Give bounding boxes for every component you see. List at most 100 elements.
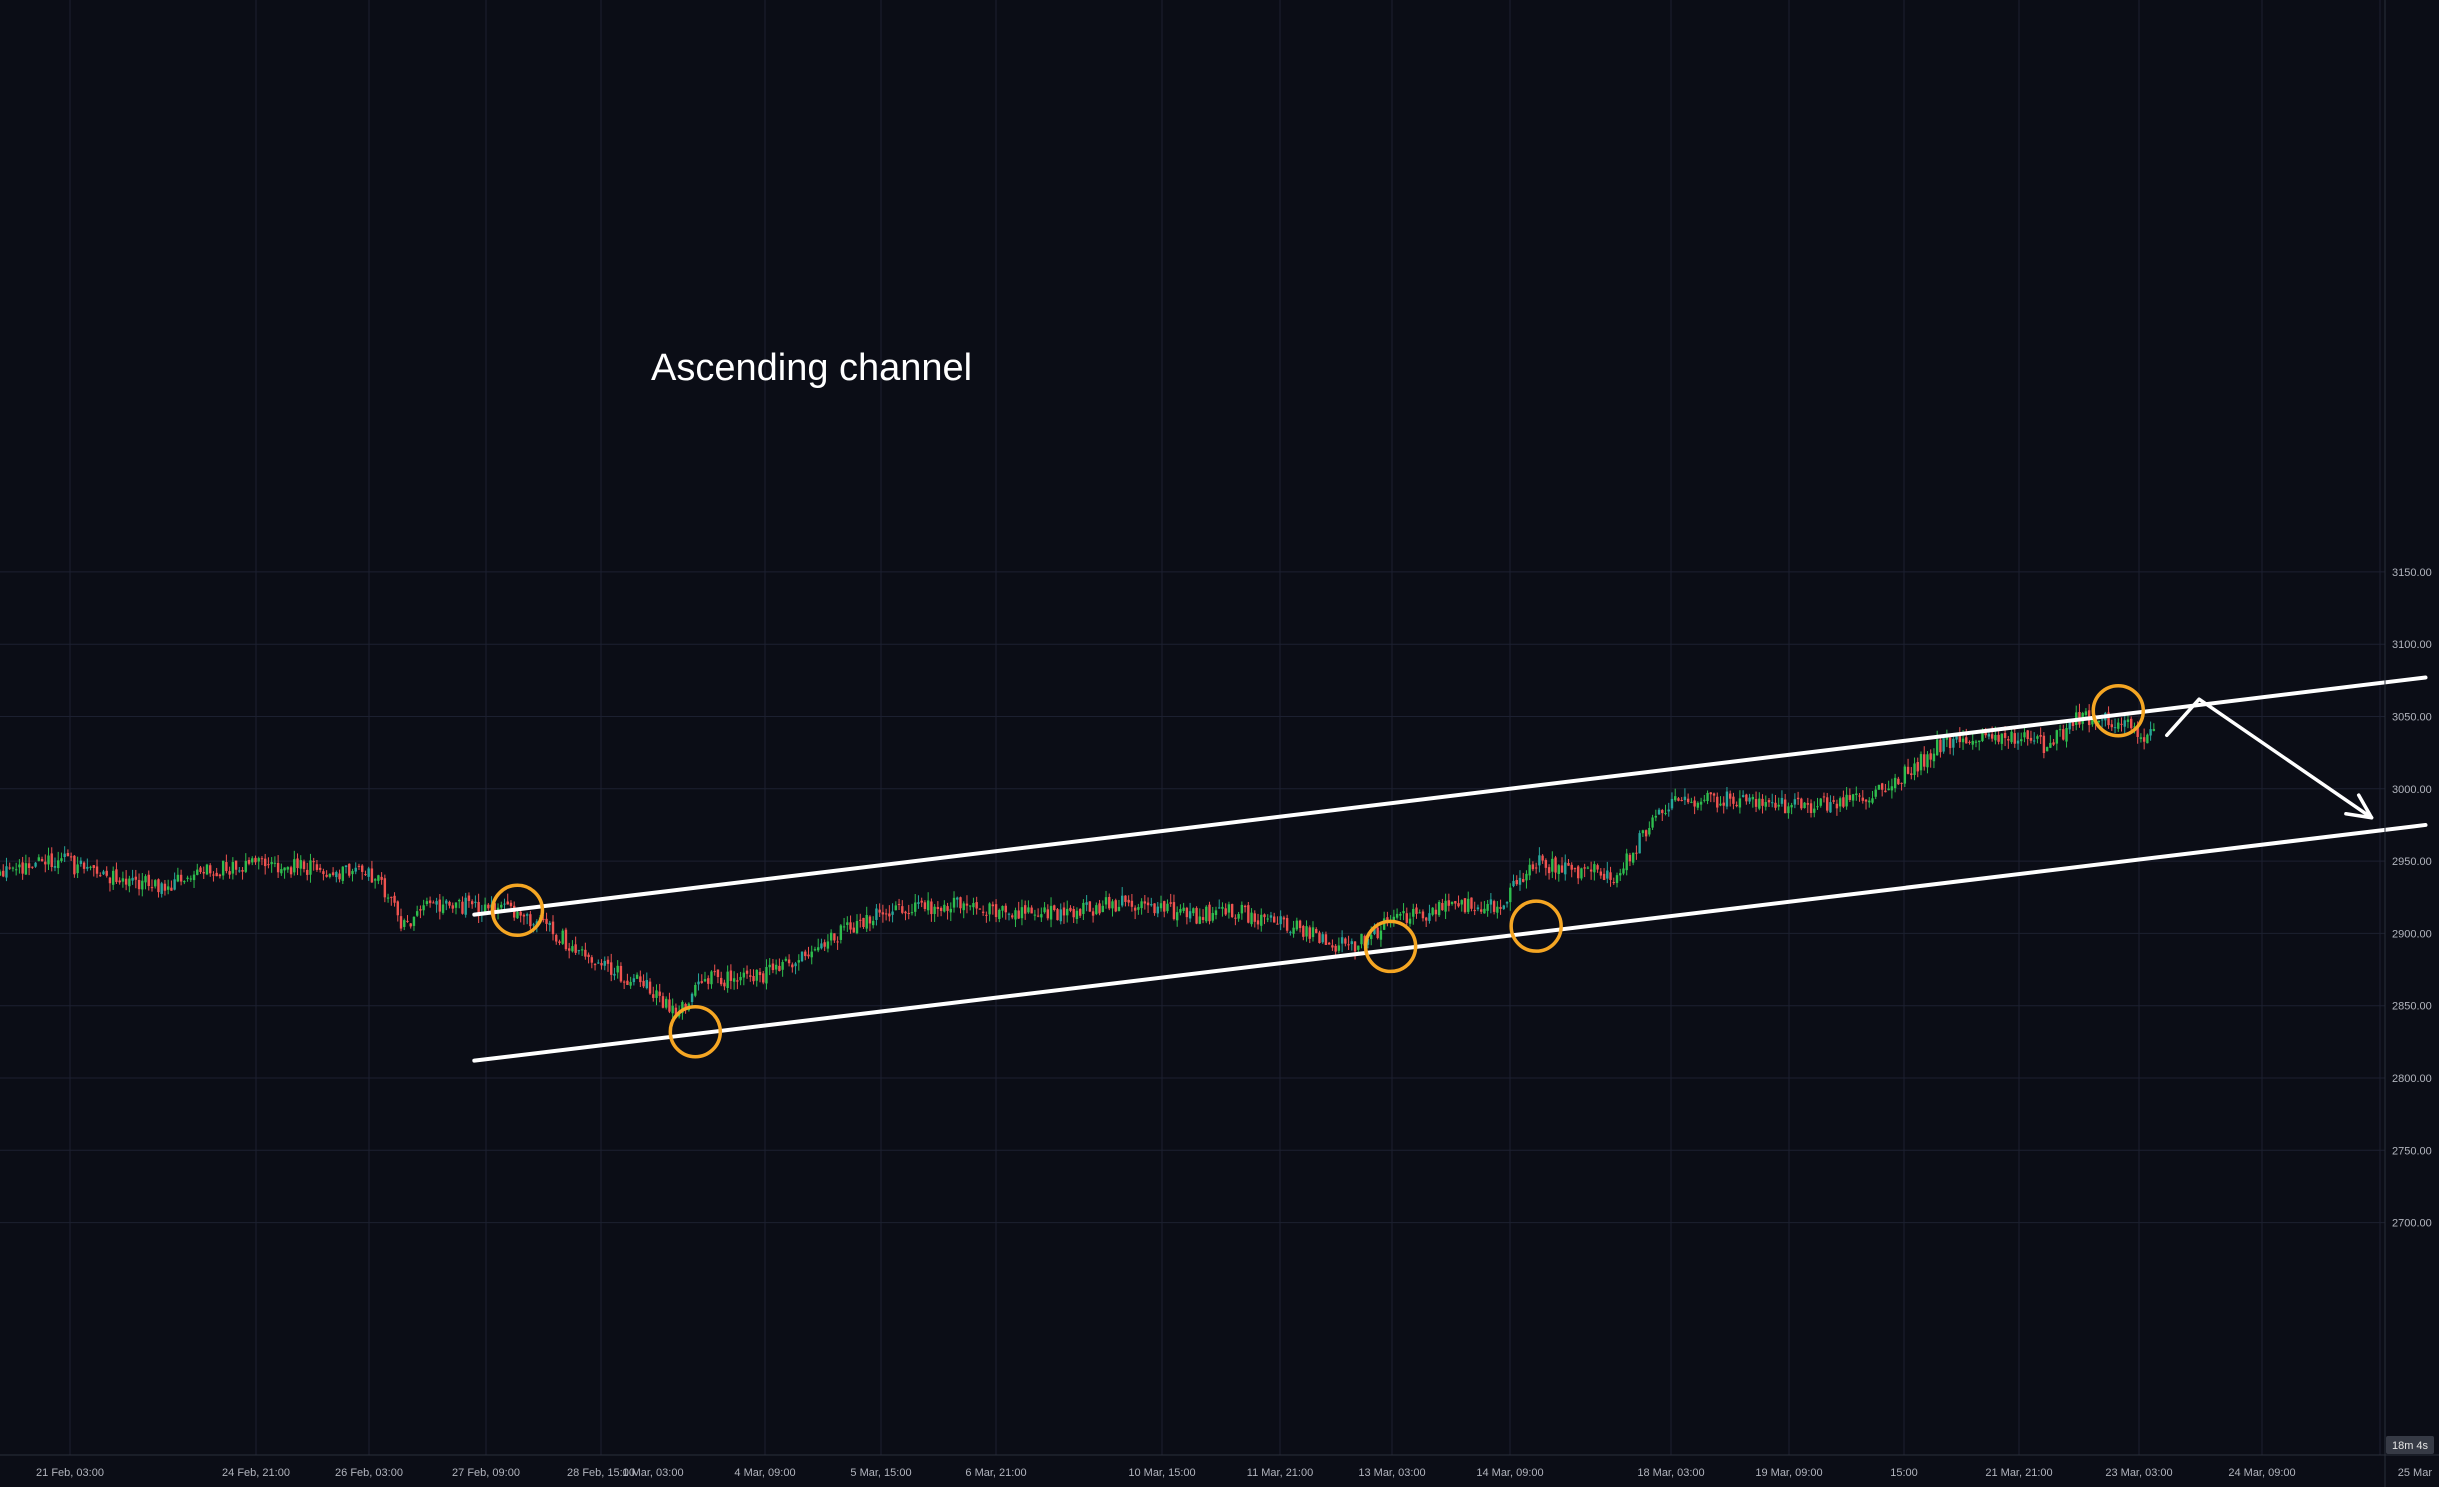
candle-body-89 bbox=[286, 867, 290, 870]
candle-body-19 bbox=[60, 858, 63, 861]
candle-body-104 bbox=[335, 871, 338, 878]
candle-body-626 bbox=[2023, 732, 2026, 738]
candle-body-529 bbox=[1709, 792, 1712, 795]
candle-body-527 bbox=[1703, 799, 1706, 801]
candle-body-461 bbox=[1489, 899, 1493, 905]
candle-body-539 bbox=[1741, 795, 1745, 798]
candle-body-59 bbox=[189, 878, 193, 880]
candle-body-434 bbox=[1402, 911, 1405, 914]
candle-body-318 bbox=[1027, 907, 1030, 913]
candle-body-260 bbox=[839, 925, 843, 940]
candle-body-200 bbox=[645, 980, 648, 989]
channel-lower-line[interactable] bbox=[472, 822, 2428, 1063]
channel-touch-circle-4 bbox=[2091, 683, 2146, 738]
candle-body-55 bbox=[176, 874, 180, 882]
candle-body-79 bbox=[254, 857, 257, 863]
candle-body-228 bbox=[736, 980, 739, 982]
candle-body-28 bbox=[89, 866, 92, 868]
candle-body-454 bbox=[1467, 898, 1470, 912]
x-tick-label-13: 18 Mar, 03:00 bbox=[1637, 1467, 1704, 1479]
candle-body-605 bbox=[1955, 736, 1958, 740]
x-tick-label-18: 24 Mar, 09:00 bbox=[2228, 1467, 2295, 1479]
candle-body-536 bbox=[1732, 796, 1735, 804]
candle-body-57 bbox=[183, 881, 186, 883]
candle-body-98 bbox=[315, 864, 319, 870]
candle-body-111 bbox=[357, 865, 361, 867]
candle-body-150 bbox=[483, 904, 487, 913]
candle-body-360 bbox=[1163, 901, 1166, 912]
candle-body-18 bbox=[57, 860, 60, 869]
candle-body-41 bbox=[131, 877, 134, 881]
candle-body-251 bbox=[810, 951, 813, 958]
y-tick-label-4: 2900.00 bbox=[2392, 928, 2432, 940]
candle-body-324 bbox=[1046, 909, 1050, 919]
candle-body-384 bbox=[1240, 904, 1244, 914]
candle-body-365 bbox=[1179, 909, 1182, 913]
candle-body-591 bbox=[1910, 773, 1913, 776]
candle-body-618 bbox=[1997, 734, 2000, 742]
candle-body-233 bbox=[752, 975, 755, 982]
candle-body-514 bbox=[1661, 810, 1664, 814]
candle-body-51 bbox=[163, 883, 167, 891]
candle-body-85 bbox=[273, 862, 277, 864]
channel-drawings bbox=[472, 675, 2428, 1063]
candle-body-418 bbox=[1350, 941, 1354, 945]
candle-body-201 bbox=[648, 981, 652, 994]
candle-body-160 bbox=[516, 911, 519, 919]
candle-body-84 bbox=[270, 862, 273, 865]
candle-body-349 bbox=[1127, 899, 1130, 903]
candle-body-601 bbox=[1942, 738, 1945, 752]
candle-body-391 bbox=[1263, 914, 1266, 918]
candle-body-398 bbox=[1285, 918, 1289, 931]
candle-body-202 bbox=[652, 994, 655, 998]
candle-body-481 bbox=[1554, 857, 1557, 873]
candle-body-488 bbox=[1576, 866, 1580, 879]
x-tick-label-10: 11 Mar, 21:00 bbox=[1247, 1467, 1313, 1479]
candle-body-133 bbox=[428, 900, 432, 904]
candle-body-185 bbox=[597, 962, 600, 964]
candle-body-109 bbox=[351, 870, 354, 875]
candle-body-571 bbox=[1845, 794, 1848, 807]
candle-body-289 bbox=[933, 906, 936, 914]
candle-body-600 bbox=[1939, 739, 1942, 753]
candle-body-459 bbox=[1483, 908, 1486, 914]
candle-body-238 bbox=[768, 964, 771, 968]
candle-body-267 bbox=[862, 917, 865, 927]
candle-body-572 bbox=[1848, 795, 1852, 800]
candle-body-78 bbox=[251, 858, 254, 863]
candle-body-97 bbox=[312, 861, 315, 863]
candle-body-139 bbox=[448, 901, 451, 906]
candle-body-252 bbox=[813, 949, 817, 951]
channel-upper-line[interactable] bbox=[472, 675, 2428, 917]
candle-body-284 bbox=[917, 902, 920, 904]
time-axis[interactable]: 21 Feb, 03:00 24 Feb, 21:00 26 Feb, 03:00 2… bbox=[0, 1454, 2439, 1479]
candle-body-77 bbox=[247, 859, 251, 864]
candle-body-372 bbox=[1201, 917, 1205, 920]
candle-body-282 bbox=[910, 912, 914, 914]
channel-touch-circle-3 bbox=[1509, 899, 1563, 953]
candle-body-16 bbox=[50, 853, 53, 867]
candle-body-307 bbox=[991, 904, 995, 907]
candle-body-283 bbox=[914, 902, 917, 912]
candle-body-489 bbox=[1580, 868, 1583, 879]
candle-body-560 bbox=[1809, 803, 1813, 813]
candle-body-602 bbox=[1945, 736, 1949, 740]
candle-body-615 bbox=[1987, 734, 1991, 737]
price-axis[interactable]: 2700.00 2750.00 2800.00 2850.00 2900.00 2950.… bbox=[2384, 0, 2432, 1487]
candle-body-464 bbox=[1499, 907, 1502, 909]
candle-body-306 bbox=[988, 903, 991, 915]
candle-body-156 bbox=[503, 903, 506, 905]
candle-body-281 bbox=[907, 913, 910, 915]
candle-body-463 bbox=[1496, 906, 1499, 913]
candle-body-53 bbox=[170, 887, 173, 891]
candle-body-366 bbox=[1182, 907, 1185, 911]
projection-arrow-line[interactable] bbox=[2165, 697, 2374, 820]
candle-body-80 bbox=[257, 858, 260, 862]
countdown-badge-bg bbox=[2386, 1436, 2434, 1454]
candle-body-180 bbox=[580, 949, 584, 951]
candle-body-581 bbox=[1877, 784, 1881, 790]
candle-body-255 bbox=[823, 942, 826, 947]
candle-body-435 bbox=[1405, 913, 1408, 923]
candle-body-506 bbox=[1635, 852, 1638, 854]
